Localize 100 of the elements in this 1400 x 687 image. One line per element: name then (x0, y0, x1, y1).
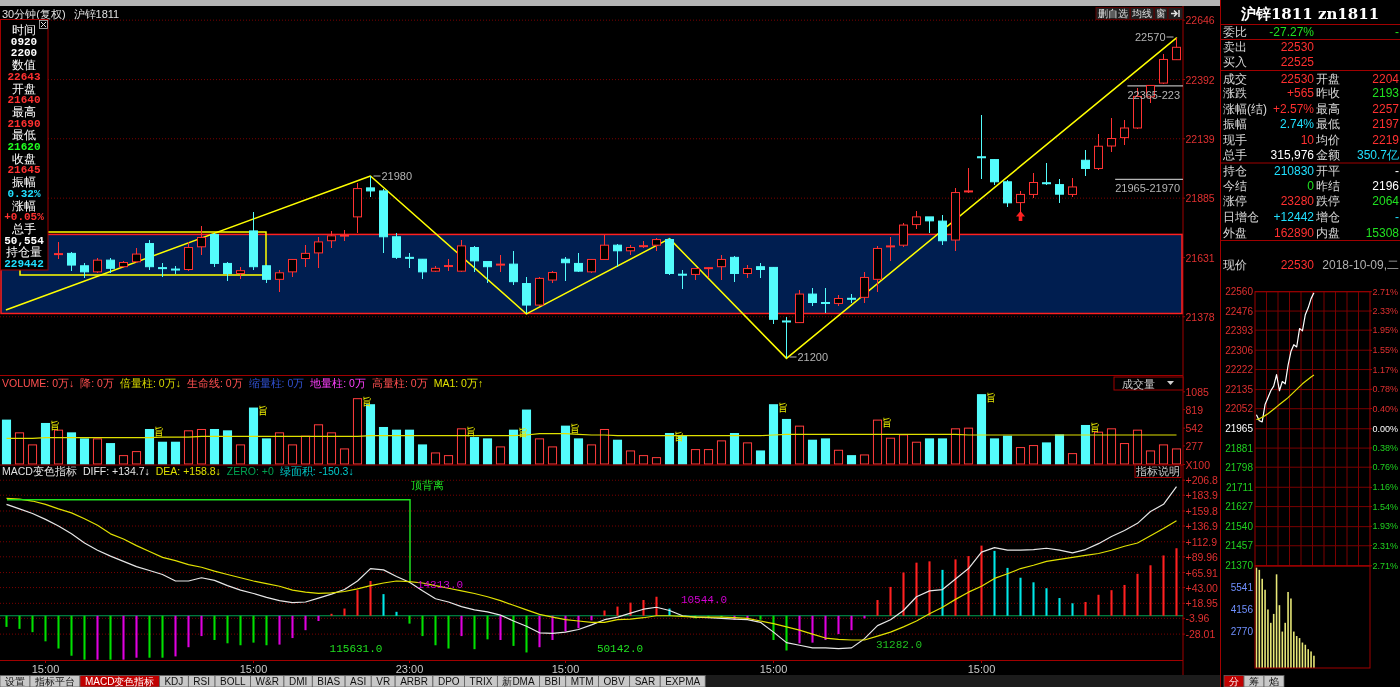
text: +565 (1286, 86, 1315, 100)
y-tick-label: 5541 (1230, 582, 1254, 594)
x-tick-label: 15:00 (239, 662, 268, 675)
text: 2196 (1372, 179, 1400, 193)
text: 23280 (1280, 194, 1315, 208)
text: OBV (603, 676, 625, 687)
y-tick-label: 21631 (1185, 251, 1215, 264)
text: W&R (255, 676, 279, 687)
data-label: 旨 (154, 426, 165, 438)
y-tick-label: 1085 (1185, 385, 1210, 398)
ref-line-label: ZERO: +0 (226, 465, 274, 477)
y2-tick-label: 1.95% (1372, 325, 1399, 336)
annotation: 时间 (12, 23, 36, 37)
annotation: 删自选 (1098, 8, 1128, 19)
text: 162890 (1273, 225, 1315, 240)
y-tick-label: +183.9 (1185, 489, 1219, 502)
y-tick-label: 22560 (1225, 286, 1254, 298)
text: DIFF: +134.7↓ (82, 465, 150, 477)
text: BOLL (220, 676, 247, 687)
text: +2.57% (1272, 102, 1315, 116)
y2-tick-label: 2.71% (1372, 560, 1399, 571)
text: 日增仓 (1223, 209, 1259, 224)
data-label: 旨 (882, 417, 893, 429)
y-tick-label: 2770 (1230, 626, 1254, 638)
y-tick-label: 22646 (1185, 14, 1215, 27)
y-tick-label: 819 (1185, 403, 1204, 416)
text: 高量柱: 0万 (371, 377, 428, 389)
text: 缩量柱: 0万 (248, 377, 305, 389)
y-tick-label: 21885 (1185, 192, 1215, 205)
annotation: 顶背离 (410, 479, 444, 491)
text: 设置 (5, 676, 25, 687)
y-tick-label: 21457 (1225, 540, 1254, 552)
x-tick-label: 15:00 (551, 662, 580, 675)
text: VR (376, 676, 391, 687)
text: 2257 (1372, 102, 1400, 116)
text: DEA: +158.8↓ (155, 465, 221, 477)
text: 涨停 (1223, 194, 1247, 208)
y2-tick-label: 0.76% (1372, 462, 1399, 473)
annotation: 10544.0 (680, 594, 728, 606)
y-tick-label: +18.95 (1185, 597, 1219, 610)
text: 开盘 (1316, 72, 1340, 86)
text: 现价 (1223, 257, 1247, 272)
text: 开平 (1316, 163, 1340, 178)
y-tick-label: 22392 (1185, 73, 1215, 86)
text: 外盘 (1223, 225, 1247, 240)
y-tick-label: +159.8 (1185, 505, 1219, 518)
y2-tick-label: 0.38% (1372, 442, 1399, 453)
text: 降: 0万 (80, 377, 114, 389)
text: 指标说明 (1135, 465, 1180, 478)
y2-tick-label: 2.33% (1372, 305, 1399, 316)
y2-tick-label: 1.93% (1372, 521, 1399, 532)
y-tick-label: 22393 (1225, 324, 1254, 336)
data-label: 旨 (50, 420, 61, 432)
text: 350.7亿 (1356, 148, 1399, 162)
text: KDJ (164, 676, 184, 687)
text: 振幅 (1223, 117, 1247, 131)
text: +12442 (1273, 209, 1315, 224)
annotation: 总手 (11, 221, 36, 236)
y-tick-label: +43.00 (1185, 581, 1219, 594)
data-label: 旨 (674, 430, 685, 442)
annotation: 31282.0 (875, 639, 923, 651)
text: 22530 (1280, 40, 1315, 54)
y-tick-label: 22476 (1225, 305, 1254, 317)
text: BIAS (317, 676, 341, 687)
y2-tick-label: 2.71% (1372, 286, 1399, 297)
annotation: 2200 (10, 47, 38, 60)
annotation: 收盘 (12, 151, 36, 166)
text: 2.74% (1279, 117, 1315, 131)
y-tick-label: +65.91 (1185, 566, 1219, 579)
annotation: 数值 (12, 58, 36, 73)
x-tick-label: 15:00 (759, 662, 788, 675)
y-tick-label: 21378 (1185, 310, 1215, 323)
text: 2193 (1372, 86, 1400, 100)
text: ASI (350, 676, 367, 687)
text: 增仓 (1315, 209, 1340, 224)
annotation: 21690 (7, 117, 41, 130)
data-label: 旨 (466, 425, 477, 437)
ref-line-label: 21965-21970 (1115, 182, 1180, 195)
y-tick-label: 21627 (1225, 501, 1254, 513)
y-tick-label: 21798 (1225, 461, 1254, 473)
text: 昨结 (1316, 179, 1340, 193)
y-tick-label: 542 (1185, 422, 1204, 435)
text: 2219 (1372, 132, 1400, 147)
annotation: 21200 (797, 351, 829, 363)
text: DMI (288, 676, 308, 687)
y-tick-label: -3.96 (1185, 612, 1210, 625)
annotation: +0.05% (4, 211, 45, 224)
annotation: 22643 (7, 70, 41, 83)
text: RSI (193, 676, 211, 687)
text: MTM (570, 676, 594, 687)
text: 今结 (1223, 179, 1247, 193)
annotation: 22570 (1134, 31, 1166, 43)
text: - (1395, 163, 1399, 178)
text: 2064 (1372, 194, 1400, 208)
text: 昨收 (1316, 86, 1340, 100)
annotation: 开盘 (12, 81, 36, 96)
text: 315,976 (1270, 148, 1315, 162)
data-label: 旨 (1090, 422, 1101, 434)
text: 沪锌1811 zn1811 (1239, 4, 1380, 23)
y2-tick-label: 1.17% (1372, 364, 1399, 375)
